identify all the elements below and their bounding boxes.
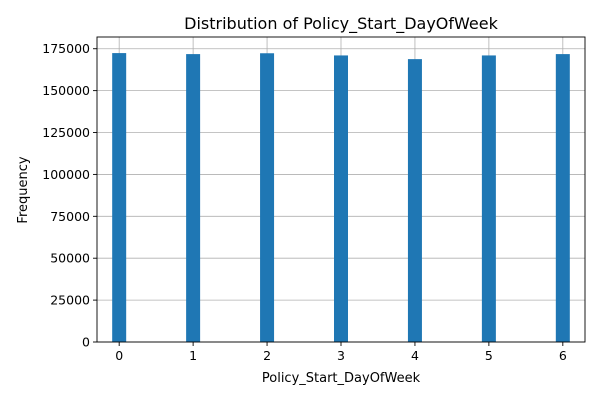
y-axis-label: Frequency	[16, 156, 31, 223]
bar-1	[186, 54, 201, 342]
y-tick-label-2: 50000	[50, 251, 90, 266]
x-tick-label-0: 0	[115, 348, 123, 363]
x-axis-ticks: 0 1 2 3 4 5 6	[115, 342, 567, 363]
bar-0	[112, 53, 127, 342]
y-tick-label-0: 0	[82, 335, 90, 350]
x-tick-label-5: 5	[485, 348, 493, 363]
y-tick-label-1: 25000	[50, 293, 90, 308]
x-tick-label-4: 4	[411, 348, 419, 363]
x-axis-label: Policy_Start_DayOfWeek	[262, 371, 421, 386]
y-tick-label-7: 175000	[42, 41, 90, 56]
bar-5	[481, 55, 496, 342]
y-tick-label-5: 125000	[42, 125, 90, 140]
bar-4	[407, 59, 422, 342]
x-tick-label-3: 3	[337, 348, 345, 363]
chart-title: Distribution of Policy_Start_DayOfWeek	[184, 14, 498, 34]
y-axis-ticks: 0 25000 50000 75000 100000 125000 150000 175000	[42, 41, 97, 350]
bar-2	[260, 53, 275, 342]
x-tick-label-1: 1	[189, 348, 197, 363]
bar-6	[555, 54, 570, 342]
bars	[112, 53, 570, 342]
y-tick-label-6: 150000	[42, 83, 90, 98]
y-tick-label-3: 75000	[50, 209, 90, 224]
y-tick-label-4: 100000	[42, 167, 90, 182]
x-tick-label-2: 2	[263, 348, 271, 363]
x-tick-label-6: 6	[559, 348, 567, 363]
bar-3	[334, 55, 348, 342]
